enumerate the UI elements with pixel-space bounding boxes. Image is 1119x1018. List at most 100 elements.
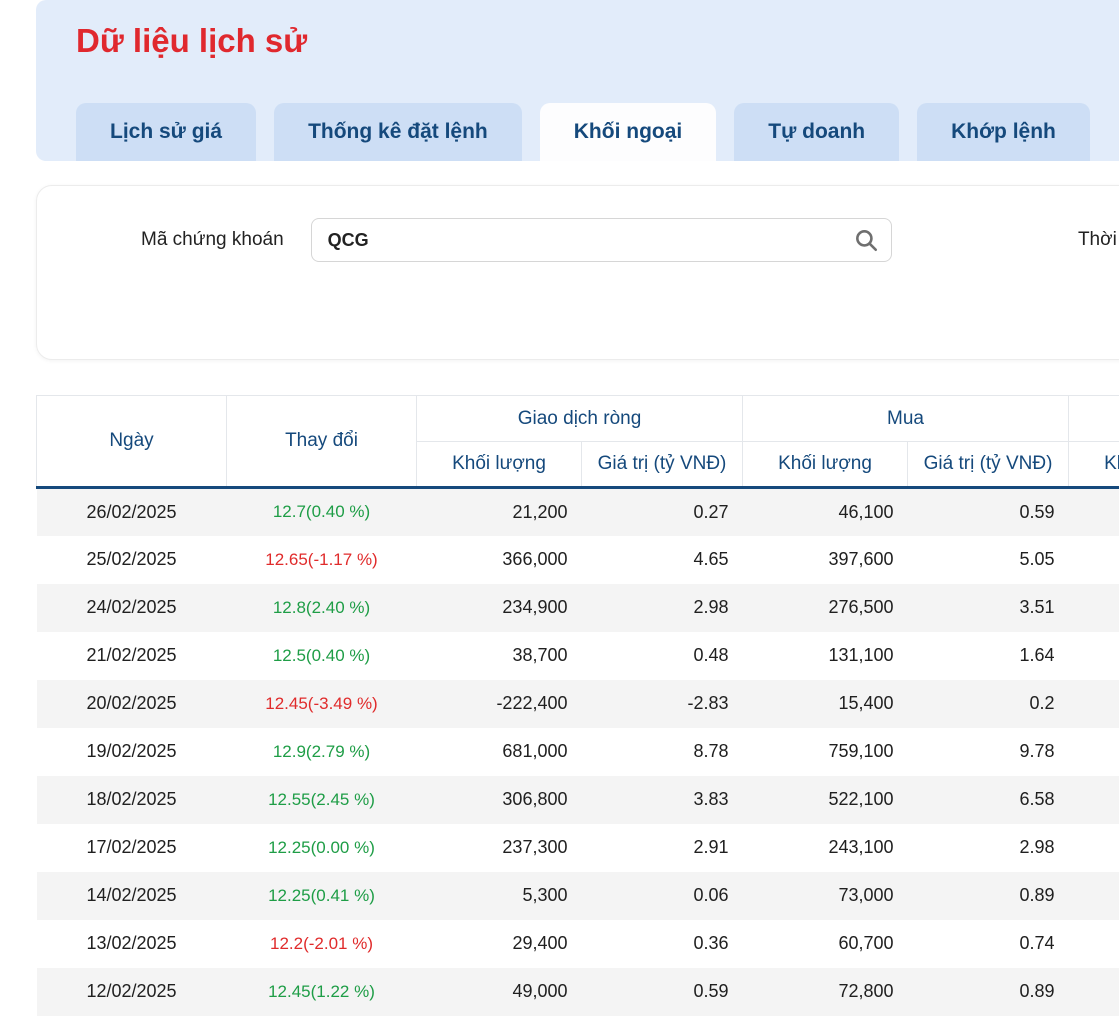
cell-buy-value: 3.51: [1019, 597, 1055, 617]
cell-buy-value: 0.2: [1029, 693, 1055, 713]
table-header-sub: Khối lượng Giá trị (tỷ VNĐ) Khối lượng G…: [37, 441, 1119, 489]
cell-buy-value: 9.78: [1019, 741, 1055, 761]
symbol-label: Mã chứng khoán: [141, 229, 284, 250]
cell-buy-volume: 243,100: [828, 837, 894, 857]
cell-sell-volume: [1069, 488, 1119, 536]
cell-net-value: 4.65: [693, 549, 729, 569]
cell-net-value: 2.91: [693, 837, 729, 857]
col-group-net: Giao dịch ròng: [415, 395, 744, 442]
tab-thong-ke-dat-lenh[interactable]: Thống kê đặt lệnh: [274, 103, 522, 161]
cell-buy-volume: 46,100: [838, 501, 894, 522]
cell-net-value: 0.36: [693, 933, 729, 953]
cell-date: 19/02/2025: [86, 741, 177, 761]
tab-tu-doanh[interactable]: Tự doanh: [734, 103, 900, 161]
cell-buy-volume: 759,100: [828, 741, 894, 761]
cell-sell-volume: [1069, 536, 1119, 584]
cell-change: 12.45(1.22 %): [268, 981, 375, 1001]
cell-sell-volume: [1069, 920, 1119, 968]
tab-lich-su-gia[interactable]: Lịch sử giá: [76, 103, 257, 161]
cell-buy-value: 0.89: [1019, 885, 1055, 905]
cell-net-volume: 237,300: [502, 837, 568, 857]
table-row: 25/02/2025 12.65(-1.17 %) 366,000 4.65 397,6…: [36, 535, 1119, 584]
cell-change: 12.5(0.40 %): [272, 645, 371, 665]
cell-net-volume: 21,200: [512, 501, 568, 522]
tab-khop-lenh[interactable]: Khớp lệnh: [917, 103, 1090, 161]
cell-buy-volume: 522,100: [828, 789, 894, 809]
table-row: 14/02/2025 12.25(0.41 %) 5,300 0.06 73,000 0.…: [36, 871, 1119, 920]
header-band: Dữ liệu lịch sử Lịch sử giá Thống kê đặt …: [36, 0, 1119, 161]
table-row: 21/02/2025 12.5(0.40 %) 38,700 0.48 131,100 1…: [36, 631, 1119, 680]
cell-net-value: 0.06: [693, 885, 729, 905]
table-row: 24/02/2025 12.8(2.40 %) 234,900 2.98 276,500…: [36, 583, 1119, 632]
cell-net-value: 0.48: [693, 645, 729, 665]
cell-change: 12.9(2.79 %): [272, 741, 371, 761]
cell-buy-volume: 72,800: [838, 981, 894, 1001]
col-header-buy-volume: Khối lượng: [742, 441, 909, 489]
table-row: 17/02/2025 12.25(0.00 %) 237,300 2.91 243,10…: [36, 823, 1119, 872]
cell-date: 24/02/2025: [86, 597, 177, 617]
cell-net-value: 3.83: [693, 789, 729, 809]
cell-buy-volume: 73,000: [838, 885, 894, 905]
cell-date: 21/02/2025: [86, 645, 177, 665]
cell-buy-value: 0.74: [1019, 933, 1055, 953]
cell-date: 25/02/2025: [86, 549, 177, 569]
table-header-groups: Ngày Thay đổi Giao dịch ròng Mua: [36, 395, 1119, 489]
symbol-search-box[interactable]: [310, 218, 892, 262]
table-row: 20/02/2025 12.45(-3.49 %) -222,400 -2.83 15,…: [36, 679, 1119, 728]
cell-buy-volume: 131,100: [828, 645, 894, 665]
col-header-net-value: Giá trị (tỷ VNĐ): [580, 441, 744, 489]
tab-khoi-ngoai[interactable]: Khối ngoại: [539, 103, 717, 161]
table-header: Ngày Thay đổi Giao dịch ròng Mua Khối lư…: [36, 395, 1119, 489]
cell-buy-volume: 276,500: [828, 597, 894, 617]
table-row: 26/02/2025 12.7(0.40 %) 21,200 0.27 46,100 0.…: [36, 487, 1119, 536]
search-icon[interactable]: [853, 227, 879, 253]
cell-date: 18/02/2025: [86, 789, 177, 809]
table-row: 12/02/2025 12.45(1.22 %) 49,000 0.59 72,800 0…: [36, 967, 1119, 1016]
cell-net-value: 0.27: [693, 501, 729, 522]
cell-change: 12.7(0.40 %): [272, 502, 371, 522]
cell-sell-volume: [1069, 872, 1119, 920]
cell-sell-volume: [1069, 680, 1119, 728]
cell-date: 14/02/2025: [86, 885, 177, 905]
cell-net-volume: 49,000: [512, 981, 568, 1001]
col-header-sell-volume: Khối lượng: [1068, 441, 1119, 489]
cell-buy-volume: 15,400: [838, 693, 894, 713]
cell-net-volume: 306,800: [502, 789, 568, 809]
cell-change: 12.55(2.45 %): [268, 789, 375, 809]
cell-net-volume: 681,000: [502, 741, 568, 761]
filter-card: Mã chứng khoán Thời gian: [36, 185, 1119, 360]
cell-net-value: 2.98: [693, 597, 729, 617]
col-header-date: Ngày: [36, 395, 227, 489]
cell-buy-volume: 60,700: [838, 933, 894, 953]
time-range-label: Thời gian: [1077, 229, 1119, 250]
col-group-sell: [1068, 395, 1119, 442]
table-body: 26/02/2025 12.7(0.40 %) 21,200 0.27 46,100 0.…: [36, 487, 1119, 1016]
cell-net-value: 8.78: [693, 741, 729, 761]
cell-buy-value: 0.59: [1019, 501, 1055, 522]
cell-change: 12.2(-2.01 %): [270, 933, 373, 953]
cell-net-volume: 366,000: [502, 549, 568, 569]
cell-change: 12.25(0.41 %): [268, 885, 375, 905]
col-group-buy: Mua: [742, 395, 1070, 442]
cell-net-volume: 5,300: [522, 885, 568, 905]
cell-buy-value: 2.98: [1019, 837, 1055, 857]
col-header-buy-value: Giá trị (tỷ VNĐ): [907, 441, 1070, 489]
col-header-change: Thay đổi: [226, 395, 417, 489]
cell-sell-volume: [1069, 584, 1119, 632]
symbol-input[interactable]: [311, 219, 891, 261]
table-row: 19/02/2025 12.9(2.79 %) 681,000 8.78 759,100…: [36, 727, 1119, 776]
cell-date: 12/02/2025: [86, 981, 177, 1001]
cell-sell-volume: [1069, 776, 1119, 824]
cell-net-volume: 38,700: [512, 645, 568, 665]
cell-sell-volume: [1069, 632, 1119, 680]
table-row: 13/02/2025 12.2(-2.01 %) 29,400 0.36 60,700 0…: [36, 919, 1119, 968]
cell-net-value: -2.83: [687, 693, 729, 713]
cell-sell-volume: [1069, 728, 1119, 776]
filter-row: Mã chứng khoán Thời gian: [37, 186, 1119, 262]
cell-sell-volume: [1069, 824, 1119, 872]
table-row: 18/02/2025 12.55(2.45 %) 306,800 3.83 522,10…: [36, 775, 1119, 824]
col-header-net-volume: Khối lượng: [416, 441, 582, 489]
cell-change: 12.45(-3.49 %): [265, 693, 378, 713]
cell-buy-volume: 397,600: [828, 549, 894, 569]
cell-net-volume: 29,400: [512, 933, 568, 953]
